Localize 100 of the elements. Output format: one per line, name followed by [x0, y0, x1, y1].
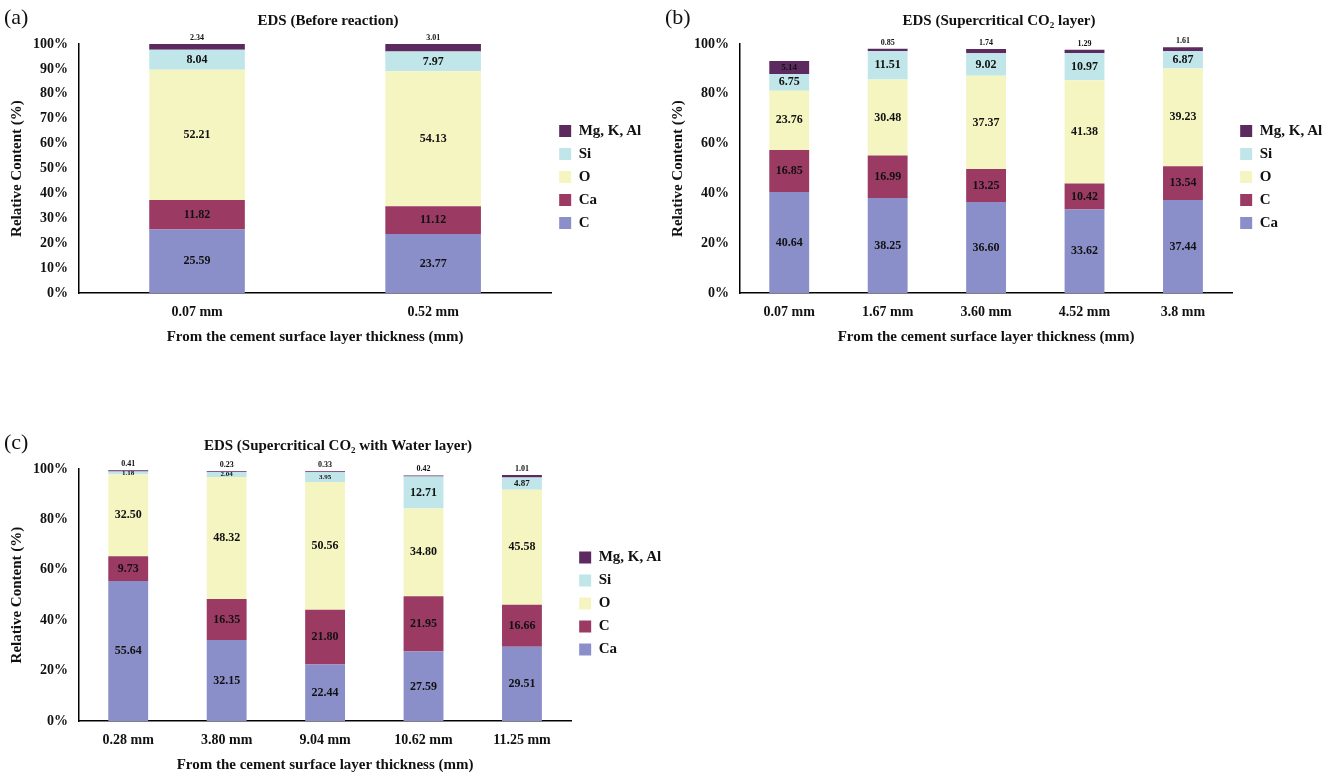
data-label: 1.61 — [1175, 36, 1190, 46]
y-tick-label: 40% — [40, 611, 68, 627]
data-label: 54.13 — [419, 130, 447, 145]
data-label: 13.25 — [972, 177, 1000, 192]
y-tick-label: 80% — [40, 85, 68, 101]
data-label: 45.58 — [508, 539, 536, 554]
data-label: 30.48 — [874, 109, 902, 124]
x-tick-label: 3.60 mm — [960, 304, 1013, 320]
y-tick-label: 100% — [33, 460, 68, 476]
data-label: 1.74 — [979, 38, 994, 48]
data-label: 23.77 — [419, 255, 447, 270]
data-label: 52.21 — [183, 127, 211, 142]
y-tick-label: 80% — [40, 511, 68, 527]
data-label: 16.66 — [508, 617, 536, 632]
legend-label: O — [1259, 167, 1272, 184]
legend-label: Si — [598, 571, 612, 588]
x-tick-label: 0.28 mm — [102, 732, 155, 748]
data-label: 0.85 — [880, 37, 895, 47]
y-tick-label: 60% — [701, 135, 729, 151]
data-label: 34.80 — [410, 544, 438, 559]
x-tick-label: 3.8 mm — [1160, 304, 1206, 320]
data-label: 11.12 — [419, 212, 447, 227]
x-tick-label: 10.62 mm — [394, 732, 454, 748]
data-label: 2.34 — [190, 33, 205, 43]
legend-label: Si — [1259, 144, 1273, 161]
data-label: 50.56 — [311, 537, 339, 552]
legend-label: Ca — [578, 190, 598, 207]
legend-label: O — [598, 594, 611, 611]
data-label: 4.87 — [514, 477, 531, 488]
y-tick-label: 100% — [33, 35, 68, 51]
data-label: 8.04 — [186, 51, 208, 66]
x-tick-label: 0.07 mm — [763, 304, 816, 320]
y-tick-label: 20% — [40, 234, 68, 250]
legend-label: Mg, K, Al — [598, 548, 662, 565]
x-axis-title: From the cement surface layer thickness (mm) — [176, 755, 474, 773]
data-label: 0.42 — [416, 464, 431, 474]
data-label: 40.64 — [775, 234, 803, 249]
data-label: 16.85 — [775, 163, 803, 178]
x-tick-label: 0.52 mm — [407, 304, 460, 320]
data-label: 11.82 — [183, 206, 211, 221]
chart-title: EDS (Supercritical CO₂ with Water layer) — [203, 436, 473, 454]
legend-label: C — [1259, 190, 1271, 207]
legend-label: Ca — [1259, 213, 1279, 230]
data-label: 23.76 — [775, 112, 803, 127]
data-label: 0.41 — [121, 459, 136, 469]
data-label: 33.62 — [1071, 243, 1099, 258]
y-axis-title: Relative Content (%) — [668, 100, 686, 237]
x-tick-label: 0.07 mm — [171, 304, 224, 320]
x-tick-label: 9.04 mm — [299, 732, 352, 748]
legend-label: Mg, K, Al — [1259, 121, 1323, 138]
legend-label: C — [578, 213, 590, 230]
data-label: 12.71 — [410, 484, 438, 499]
data-label: 36.60 — [972, 239, 1000, 254]
data-label: 1.01 — [514, 464, 529, 474]
x-tick-label: 1.67 mm — [861, 304, 914, 320]
data-label: 6.75 — [778, 74, 800, 89]
data-label: 1.29 — [1077, 38, 1092, 48]
data-label: 16.35 — [213, 611, 241, 626]
data-label: 55.64 — [114, 643, 142, 658]
data-label: 7.97 — [422, 53, 444, 68]
y-tick-label: 0% — [47, 284, 68, 300]
chart-title: EDS (Before reaction) — [257, 11, 399, 29]
data-label: 13.54 — [1169, 175, 1197, 190]
data-label: 21.80 — [311, 629, 339, 644]
legend-label: Si — [578, 144, 592, 161]
x-axis-title: From the cement surface layer thickness (mm) — [166, 327, 464, 345]
x-axis-title: From the cement surface layer thickness (mm) — [837, 327, 1135, 345]
y-tick-label: 90% — [40, 60, 68, 76]
x-tick-label: 3.80 mm — [200, 732, 253, 748]
y-tick-label: 50% — [40, 160, 68, 176]
y-tick-label: 10% — [40, 259, 68, 275]
data-label: 37.37 — [972, 114, 1000, 129]
chart-title: EDS (Supercritical CO₂ layer) — [902, 11, 1096, 29]
data-label: 10.42 — [1071, 188, 1099, 203]
data-label: 38.25 — [874, 237, 902, 252]
data-label: 39.23 — [1169, 109, 1197, 124]
x-tick-label: 4.52 mm — [1058, 304, 1111, 320]
y-tick-label: 40% — [40, 185, 68, 201]
y-tick-label: 60% — [40, 561, 68, 577]
data-label: 6.87 — [1172, 51, 1194, 66]
y-tick-label: 30% — [40, 210, 68, 226]
data-label: 48.32 — [213, 530, 241, 545]
data-label: 37.44 — [1169, 238, 1197, 253]
text: (c) — [4, 428, 29, 454]
legend-label: Mg, K, Al — [578, 121, 642, 138]
legend-label: O — [578, 167, 591, 184]
y-axis-title: Relative Content (%) — [7, 526, 25, 664]
data-label: 9.02 — [975, 56, 997, 71]
y-tick-label: 80% — [701, 85, 729, 101]
data-label: 27.59 — [410, 678, 438, 693]
data-label: 29.51 — [508, 676, 536, 691]
y-tick-label: 20% — [701, 234, 729, 250]
data-label: 32.50 — [114, 507, 142, 522]
data-label: 5.14 — [781, 61, 798, 72]
y-tick-label: 0% — [47, 712, 68, 728]
y-tick-label: 100% — [694, 35, 729, 51]
y-tick-label: 20% — [40, 662, 68, 678]
y-tick-label: 0% — [708, 284, 729, 300]
data-label: 41.38 — [1071, 123, 1099, 138]
data-label: 11.51 — [874, 57, 901, 72]
